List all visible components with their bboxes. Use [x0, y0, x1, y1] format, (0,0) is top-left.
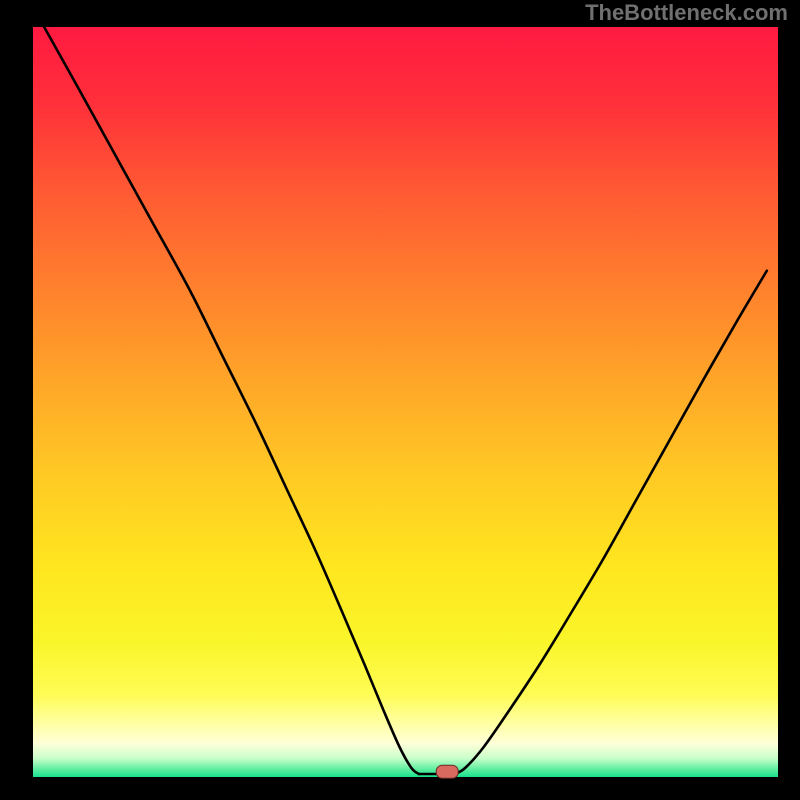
watermark-text: TheBottleneck.com — [585, 0, 788, 26]
minimum-marker — [436, 765, 458, 778]
plot-gradient-background — [33, 27, 778, 777]
chart-root: TheBottleneck.com — [0, 0, 800, 800]
chart-svg — [0, 0, 800, 800]
